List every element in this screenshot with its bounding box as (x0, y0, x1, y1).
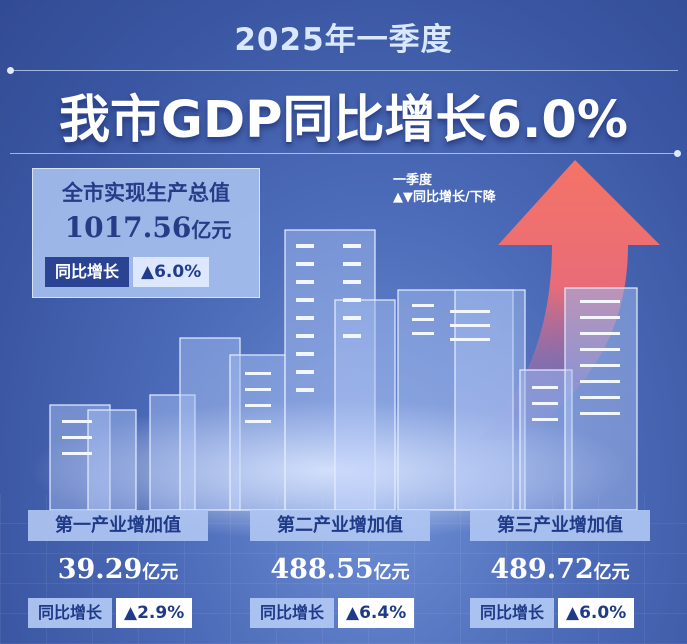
industry-growth-row: 同比增长 ▲6.4% (250, 598, 415, 628)
total-growth-label: 同比增长 (45, 257, 130, 287)
industry-value: 39.29亿元 (57, 554, 179, 585)
total-gdp-value: 1017.56亿元 (64, 211, 232, 244)
tertiary-industry-card: 第三产业增加值 489.72亿元 同比增长 ▲6.0% (460, 510, 660, 634)
industry-growth-value: ▲6.4% (338, 598, 415, 628)
industry-growth-row: 同比增长 ▲6.0% (470, 598, 635, 628)
headline-frame (7, 67, 681, 157)
total-gdp-unit: 亿元 (191, 218, 232, 242)
legend: 一季度 ▲▼同比增长/下降 (393, 172, 496, 206)
industry-title: 第二产业增加值 (250, 510, 430, 541)
industry-growth-label: 同比增长 (470, 598, 555, 628)
industry-value: 489.72亿元 (490, 554, 630, 585)
period-title: 2025年一季度 (234, 22, 453, 58)
industry-unit: 亿元 (593, 562, 630, 583)
industry-growth-label: 同比增长 (250, 598, 335, 628)
industry-growth-label: 同比增长 (28, 598, 113, 628)
total-growth-value: ▲6.0% (133, 257, 210, 287)
legend-key: ▲▼同比增长/下降 (393, 190, 496, 205)
industry-unit: 亿元 (373, 562, 410, 583)
industry-value: 488.55亿元 (270, 554, 410, 585)
industry-growth-value: ▲6.0% (558, 598, 635, 628)
total-gdp-card: 全市实现生产总值 1017.56亿元 同比增长 ▲6.0% (32, 168, 260, 298)
industry-title: 第一产业增加值 (28, 510, 208, 541)
total-gdp-label: 全市实现生产总值 (62, 181, 230, 205)
industry-growth-value: ▲2.9% (116, 598, 193, 628)
industry-growth-row: 同比增长 ▲2.9% (28, 598, 193, 628)
secondary-industry-card: 第二产业增加值 488.55亿元 同比增长 ▲6.4% (240, 510, 440, 634)
legend-period: 一季度 (393, 173, 433, 188)
total-growth-row: 同比增长 ▲6.0% (45, 257, 210, 287)
industry-title: 第三产业增加值 (470, 510, 650, 541)
industry-unit: 亿元 (142, 562, 179, 583)
primary-industry-card: 第一产业增加值 39.29亿元 同比增长 ▲2.9% (18, 510, 218, 634)
headline: 我市GDP同比增长6.0% (58, 91, 629, 150)
